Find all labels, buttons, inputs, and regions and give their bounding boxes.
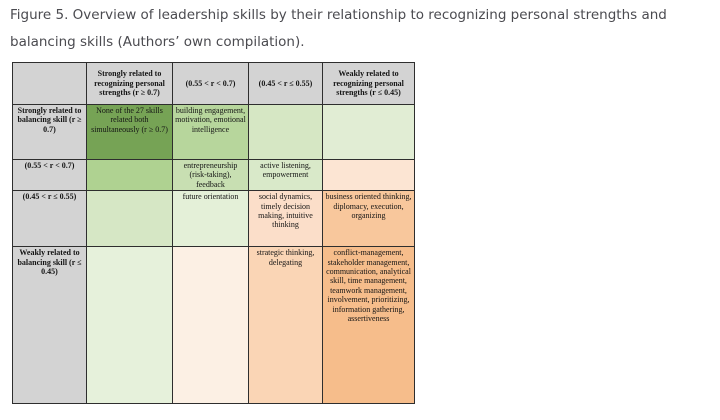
corner-cell <box>12 62 87 105</box>
table-row: Strongly related to balancing skill (r ≥… <box>12 104 415 160</box>
table-cell: strategic thinking, delegating <box>248 246 323 405</box>
table-cell: business oriented thinking, diplomacy, e… <box>322 190 415 248</box>
column-header-weak: Weakly related to recognizing personal s… <box>322 62 415 105</box>
table-cell: future orientation <box>172 190 249 248</box>
table-cell <box>172 246 249 405</box>
table-cell: social dynamics, timely decision making,… <box>248 190 323 248</box>
table-row: (0.45 < r ≤ 0.55) future orientation soc… <box>12 190 415 248</box>
figure-caption: Figure 5. Overview of leadership skills … <box>10 7 667 50</box>
column-header-mid-low: (0.45 < r ≤ 0.55) <box>248 62 323 105</box>
table-cell <box>86 158 173 192</box>
table-cell <box>86 246 173 405</box>
table-cell <box>322 158 415 192</box>
table-row: Weakly related to balancing skill (r ≤ 0… <box>12 246 415 405</box>
table-cell: entrepreneurship (risk-taking), feedback <box>172 158 249 192</box>
table-cell: building engagement, motivation, emotion… <box>172 104 249 160</box>
row-header: (0.55 < r < 0.7) <box>12 158 87 192</box>
table-row: (0.55 < r < 0.7) entrepreneurship (risk-… <box>12 158 415 192</box>
table-cell <box>248 104 323 160</box>
skills-matrix-table: Strongly related to recognizing personal… <box>12 62 415 405</box>
row-header: (0.45 < r ≤ 0.55) <box>12 190 87 248</box>
row-header: Weakly related to balancing skill (r ≤ 0… <box>12 246 87 405</box>
header-row: Strongly related to recognizing personal… <box>12 62 415 105</box>
table-cell <box>322 104 415 160</box>
table-cell <box>86 190 173 248</box>
column-header-mid-high: (0.55 < r < 0.7) <box>172 62 249 105</box>
column-header-strong: Strongly related to recognizing personal… <box>86 62 173 105</box>
table-cell: None of the 27 skills related both simul… <box>86 104 173 160</box>
row-header: Strongly related to balancing skill (r ≥… <box>12 104 87 160</box>
table-cell: active listening, empowerment <box>248 158 323 192</box>
table-cell: conflict-management, stakeholder managem… <box>322 246 415 405</box>
